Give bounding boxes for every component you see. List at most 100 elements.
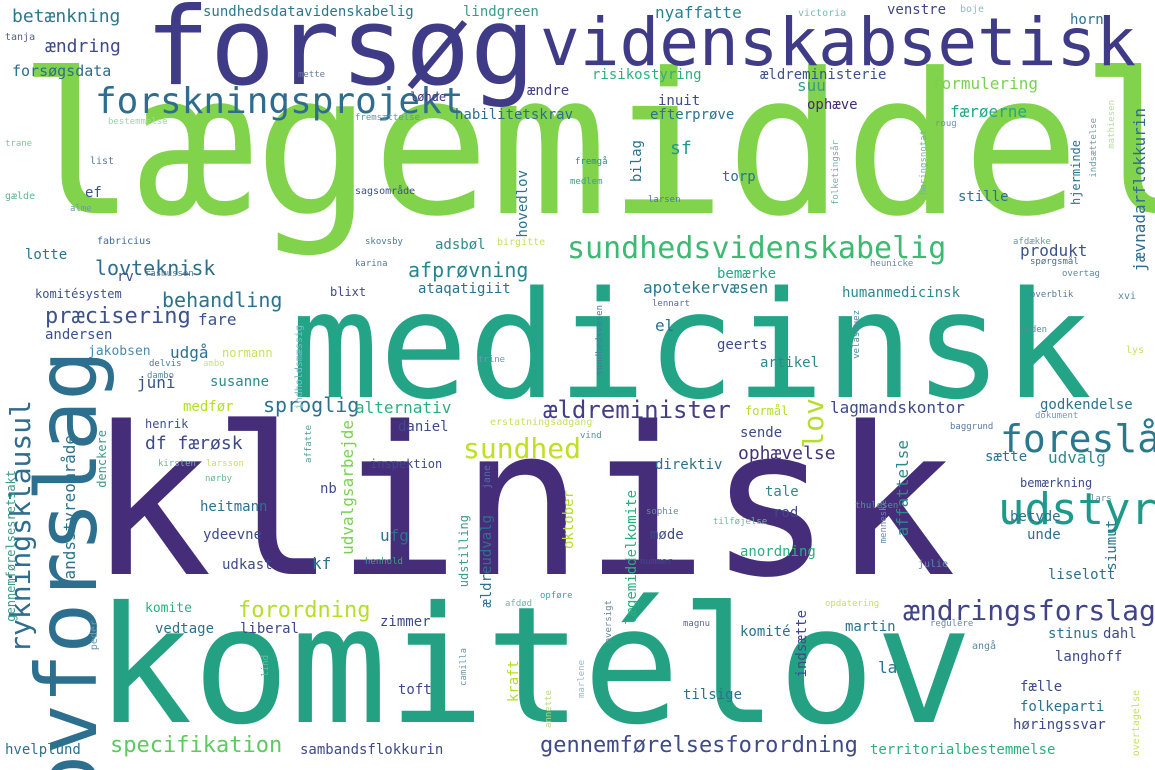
word-jane: jane [482, 465, 493, 490]
word-kirsten: kirsten [158, 459, 196, 469]
word-behandling: behandling [162, 288, 283, 312]
word-forsøgsdata: forsøgsdata [12, 62, 112, 80]
word-trine: trine [478, 355, 506, 365]
word-bemærkning: bemærkning [1020, 476, 1093, 490]
word-geerts: geerts [717, 337, 768, 353]
word-lovteknisk: lovteknisk [95, 256, 216, 280]
word-videnskabsetisk: videnskabsetisk [540, 4, 1137, 81]
word-lægemiddel: lægemiddel [18, 32, 1155, 260]
word-denckere: denckere [95, 430, 109, 488]
word-komité: komité [740, 624, 791, 640]
word-sundhedsvidenskabelig: sundhedsvidenskabelig [567, 231, 947, 266]
word-overtagelse: overtagelse [1131, 690, 1142, 757]
word-hvelplund: hvelplund [5, 742, 81, 758]
word-martin: martin [845, 619, 896, 635]
word-formål: formål [745, 404, 789, 418]
word-medfør: medfør [183, 399, 234, 415]
word-overblik: overblik [1030, 290, 1074, 300]
word-adsbøl: adsbøl [435, 237, 486, 253]
word-ufg: ufg [380, 526, 409, 545]
word-juni: juni [137, 373, 176, 392]
word-komite: komite [145, 601, 192, 616]
word-specifikation: specifikation [110, 733, 283, 758]
word-karina: karina [355, 259, 388, 269]
word-foreslå: foreslå [1000, 417, 1155, 461]
word-langhoff: langhoff [1055, 649, 1123, 665]
word-heitmann: heitmann [200, 499, 268, 515]
word-sætte: sætte [985, 449, 1028, 465]
word-ældreministerie: ældreministerie [760, 67, 887, 83]
word-ændring: ændring [45, 36, 121, 57]
word-ældreudvalg: ældreudvalg [479, 515, 495, 608]
word-mathiesen: mathiesen [1107, 100, 1117, 149]
word-la: la [878, 658, 898, 677]
word-inden: inden [1020, 325, 1048, 335]
word-ataqatigiit: ataqatigiit [418, 281, 511, 297]
word-færøerne: færøerne [950, 102, 1028, 121]
word-ambo: ambo [203, 359, 225, 369]
word-medlem: medlem [570, 177, 603, 187]
word-lov: lov [797, 398, 830, 449]
word-ændre: ændre [527, 83, 570, 99]
word-folkeparti: folkeparti [1020, 699, 1105, 715]
word-jævnadarflokkurin: jævnadarflokkurin [1130, 108, 1149, 272]
word-ældreminister: ældreminister [543, 396, 731, 424]
word-fremgå: fremgå [575, 157, 608, 167]
word-jakobsen: jakobsen [88, 344, 151, 359]
word-afdække: afdække [1013, 237, 1051, 247]
word-nb: nb [320, 481, 337, 497]
word-affattelse: affattelse [893, 440, 912, 537]
word-inspektion: inspektion [370, 457, 443, 471]
word-lennart: lennart [652, 299, 690, 309]
word-medicinsk: medicinsk [290, 260, 1092, 432]
word-dahl: dahl [1103, 626, 1137, 642]
word-udstyr: udstyr [998, 484, 1155, 535]
word-larsen: larsen [648, 195, 681, 205]
word-df færøsk: df færøsk [145, 433, 243, 454]
word-ydeevne: ydeevne [203, 527, 263, 543]
word-oktober: oktober [561, 490, 577, 550]
word-sf: sf [670, 138, 692, 159]
word-komitésystem: komitésystem [35, 287, 122, 301]
word-affatte: affatte [304, 425, 314, 463]
word-ophævelse: ophævelse [738, 443, 836, 464]
word-tanja: tanja [5, 32, 36, 43]
word-udstilling: udstilling [457, 515, 471, 588]
word-forsøg: forsøg [145, 0, 536, 110]
word-henrik: henrik [145, 417, 189, 431]
word-formulering: formulering [932, 74, 1038, 93]
word-betyde: betyde [1010, 509, 1061, 525]
word-julie: julie [918, 559, 949, 570]
word-nyaffatte: nyaffatte [655, 3, 742, 22]
word-bilag: bilag [629, 140, 645, 183]
word-susanne: susanne [210, 374, 270, 390]
word-fælle: fælle [1020, 679, 1063, 695]
word-klinisk: klinisk [88, 383, 957, 623]
word-sophie: sophie [646, 507, 679, 517]
word-indsætte: indsætte [794, 610, 810, 678]
word-dokument: dokument [1035, 411, 1079, 421]
word-thulesen: thulesen [855, 501, 899, 511]
word-larsson: larsson [206, 459, 244, 469]
word-lindgreen: lindgreen [463, 4, 539, 20]
word-boje: boje [960, 4, 985, 15]
word-artikel: artikel [760, 355, 820, 371]
word-vind: vind [580, 431, 602, 441]
word-humanmedicinsk: humanmedicinsk [842, 285, 961, 301]
word-opføre: opføre [540, 591, 573, 601]
word-tilsige: tilsige [683, 687, 743, 703]
word-spørgsmål: spørgsmål [1030, 257, 1079, 267]
word-roug: roug [935, 119, 957, 129]
word-tilføjelse: tilføjelse [713, 517, 768, 527]
word-forskningsprojekt: forskningsprojekt [95, 81, 464, 122]
word-list: list [90, 156, 115, 167]
word-indholdsmæssig: indholdsmæssig [294, 325, 305, 410]
word-overtag: overtag [1062, 269, 1100, 279]
word-skovsby: skovsby [365, 237, 403, 247]
word-nørby: nørby [205, 474, 233, 484]
word-stille: stille [958, 189, 1009, 205]
word-fabricius: fabricius [97, 236, 152, 247]
word-opdatering: opdatering [825, 599, 880, 609]
word-gennemførelsesretsakt: gennemførelsesretsakt [4, 470, 18, 622]
word-henhold: henhold [365, 557, 403, 567]
